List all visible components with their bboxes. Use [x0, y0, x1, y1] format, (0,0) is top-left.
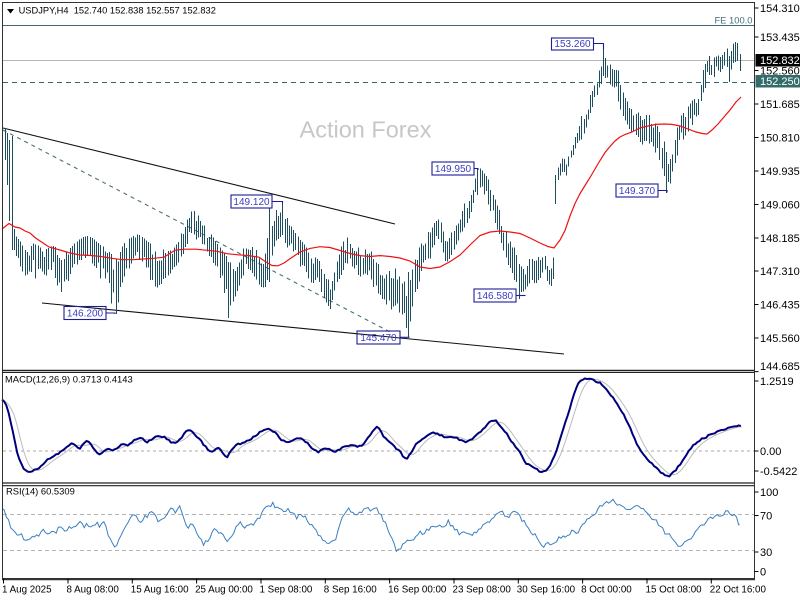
svg-text:146.435: 146.435 — [760, 300, 800, 312]
svg-text:8 Sep 16:00: 8 Sep 16:00 — [324, 585, 377, 596]
svg-text:1.2519: 1.2519 — [760, 376, 794, 388]
svg-text:149.370: 149.370 — [619, 186, 656, 197]
svg-text:30: 30 — [760, 547, 772, 559]
svg-text:0.00: 0.00 — [760, 446, 781, 458]
svg-text:30 Sep 16:00: 30 Sep 16:00 — [517, 585, 576, 596]
svg-text:15 Aug 16:00: 15 Aug 16:00 — [131, 585, 189, 596]
svg-text:153.260: 153.260 — [554, 39, 591, 50]
svg-text:1 Aug 2025: 1 Aug 2025 — [2, 585, 52, 596]
svg-text:144.685: 144.685 — [760, 361, 800, 373]
svg-text:149.060: 149.060 — [760, 200, 800, 212]
svg-text:151.685: 151.685 — [760, 99, 800, 111]
svg-text:FE 100.0: FE 100.0 — [714, 15, 752, 26]
svg-text:149.935: 149.935 — [760, 166, 800, 178]
svg-text:154.310: 154.310 — [760, 3, 800, 15]
svg-text:0: 0 — [760, 567, 766, 579]
svg-text:152.560: 152.560 — [760, 66, 800, 78]
svg-text:145.560: 145.560 — [760, 333, 800, 345]
svg-text:22 Oct 16:00: 22 Oct 16:00 — [710, 585, 767, 596]
svg-text:MACD(12,26,9) 0.3713 0.4143: MACD(12,26,9) 0.3713 0.4143 — [5, 374, 133, 385]
svg-text:15 Oct 08:00: 15 Oct 08:00 — [646, 585, 703, 596]
svg-text:23 Sep 08:00: 23 Sep 08:00 — [453, 585, 512, 596]
svg-text:145.470: 145.470 — [360, 333, 397, 344]
svg-text:16 Sep 00:00: 16 Sep 00:00 — [388, 585, 447, 596]
svg-text:147.310: 147.310 — [760, 266, 800, 278]
svg-text:150.810: 150.810 — [760, 133, 800, 145]
svg-text:1 Sep 08:00: 1 Sep 08:00 — [260, 585, 313, 596]
svg-text:8 Oct 00:00: 8 Oct 00:00 — [581, 585, 632, 596]
svg-text:25 Aug 00:00: 25 Aug 00:00 — [195, 585, 253, 596]
svg-text:146.580: 146.580 — [477, 291, 514, 302]
svg-text:149.120: 149.120 — [233, 197, 270, 208]
svg-text:152.250: 152.250 — [760, 76, 800, 88]
svg-text:-0.5422: -0.5422 — [760, 466, 797, 478]
svg-text:148.185: 148.185 — [760, 233, 800, 245]
svg-text:100: 100 — [760, 487, 778, 499]
svg-text:Action Forex: Action Forex — [300, 117, 432, 143]
svg-text:153.435: 153.435 — [760, 32, 800, 44]
svg-text:149.950: 149.950 — [435, 164, 472, 175]
svg-text:146.200: 146.200 — [67, 309, 104, 320]
svg-text:152.832: 152.832 — [760, 55, 800, 67]
svg-text:70: 70 — [760, 511, 772, 523]
svg-text:8 Aug 08:00: 8 Aug 08:00 — [67, 585, 120, 596]
svg-text:RSI(14) 60.5309: RSI(14) 60.5309 — [6, 486, 75, 497]
svg-text:USDJPY,H4 152.740 152.838 152: USDJPY,H4 152.740 152.838 152.557 152.83… — [19, 6, 216, 16]
